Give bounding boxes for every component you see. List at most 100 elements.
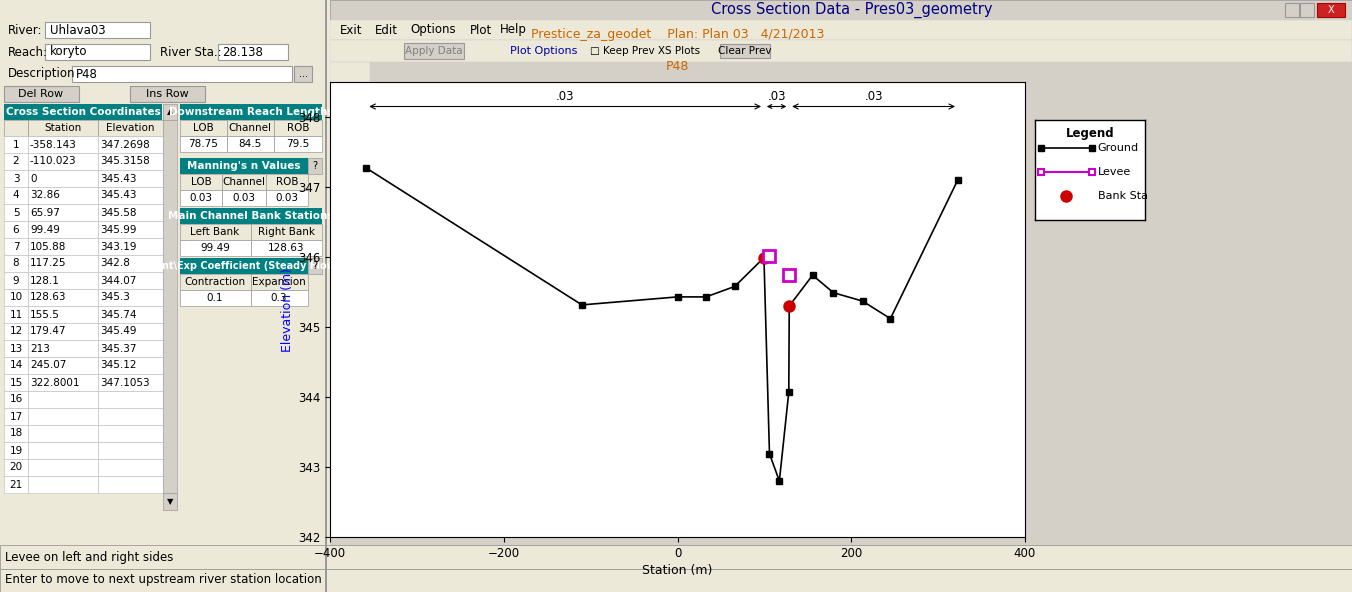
Text: Prestice_za_geodet    Plan: Plan 03   4/21/2013: Prestice_za_geodet Plan: Plan 03 4/21/20…: [531, 28, 825, 41]
Bar: [266, 190, 308, 206]
Text: P48: P48: [665, 60, 690, 73]
Text: 15: 15: [9, 378, 23, 388]
Text: Plot Options: Plot Options: [510, 46, 577, 56]
Bar: [180, 104, 322, 120]
Bar: [72, 66, 292, 82]
Text: Plot: Plot: [470, 24, 492, 37]
Text: 0.03: 0.03: [276, 193, 299, 203]
Text: Enter to move to next upstream river station location: Enter to move to next upstream river sta…: [5, 574, 322, 587]
Bar: [721, 44, 771, 58]
Bar: [218, 44, 288, 60]
Bar: [28, 391, 97, 408]
Bar: [45, 44, 150, 60]
Text: Expansion: Expansion: [251, 277, 306, 287]
Bar: [28, 425, 97, 442]
Bar: [0, 545, 1352, 569]
Bar: [222, 190, 266, 206]
Bar: [28, 238, 97, 255]
Text: 347.2698: 347.2698: [100, 140, 150, 150]
Bar: [97, 221, 164, 238]
Text: 345.37: 345.37: [100, 343, 137, 353]
Text: X: X: [1328, 5, 1334, 15]
Bar: [4, 357, 28, 374]
Text: Channel: Channel: [223, 177, 265, 187]
Bar: [4, 459, 28, 476]
Text: 0.03: 0.03: [189, 193, 212, 203]
Text: 8: 8: [12, 259, 19, 269]
Text: 1: 1: [12, 140, 19, 150]
Text: Del Row: Del Row: [19, 89, 64, 99]
Bar: [0, 569, 1352, 592]
Text: Description: Description: [8, 67, 76, 81]
Bar: [180, 240, 251, 256]
Text: Downstream Reach Lengths: Downstream Reach Lengths: [169, 107, 333, 117]
Text: 13: 13: [9, 343, 23, 353]
Bar: [1301, 3, 1314, 17]
Bar: [4, 238, 28, 255]
X-axis label: Station (m): Station (m): [642, 564, 713, 577]
Text: 19: 19: [9, 446, 23, 455]
Bar: [4, 204, 28, 221]
Text: Cross Section Coordinates: Cross Section Coordinates: [5, 107, 161, 117]
Bar: [4, 104, 162, 120]
Text: 345.3: 345.3: [100, 292, 130, 303]
Text: ...: ...: [299, 69, 307, 79]
Text: ROB: ROB: [287, 123, 310, 133]
Text: Cont\Exp Coefficient (Steady Flow): Cont\Exp Coefficient (Steady Flow): [147, 261, 341, 271]
Bar: [4, 374, 28, 391]
Bar: [97, 170, 164, 187]
Text: 345.99: 345.99: [100, 224, 137, 234]
Text: ?: ?: [312, 261, 318, 271]
Text: 347.1053: 347.1053: [100, 378, 150, 388]
Bar: [180, 274, 251, 290]
Text: 5: 5: [12, 208, 19, 217]
Text: ▲: ▲: [166, 108, 173, 117]
Bar: [28, 289, 97, 306]
Text: P48: P48: [76, 67, 97, 81]
Text: 14: 14: [9, 361, 23, 371]
Bar: [1284, 3, 1299, 17]
Text: 0.1: 0.1: [207, 293, 223, 303]
Text: 65.97: 65.97: [30, 208, 59, 217]
Text: .03: .03: [556, 90, 575, 103]
Bar: [4, 408, 28, 425]
Bar: [4, 272, 28, 289]
Text: Channel: Channel: [228, 123, 272, 133]
Text: 16: 16: [9, 394, 23, 404]
Bar: [274, 120, 322, 136]
Bar: [4, 86, 78, 102]
Bar: [227, 136, 274, 152]
Bar: [266, 174, 308, 190]
Bar: [28, 306, 97, 323]
Text: Right Bank: Right Bank: [257, 227, 315, 237]
Bar: [324, 0, 327, 592]
Text: 20: 20: [9, 462, 23, 472]
Bar: [4, 442, 28, 459]
Bar: [28, 136, 97, 153]
Text: 2: 2: [12, 156, 19, 166]
Bar: [180, 158, 308, 174]
Text: River Sta.:: River Sta.:: [160, 46, 222, 59]
Bar: [97, 255, 164, 272]
Text: Ground: Ground: [1098, 143, 1138, 153]
Bar: [4, 425, 28, 442]
Bar: [28, 153, 97, 170]
Text: 128.63: 128.63: [30, 292, 66, 303]
Bar: [4, 221, 28, 238]
Bar: [97, 476, 164, 493]
Text: 99.49: 99.49: [200, 243, 230, 253]
Text: 345.12: 345.12: [100, 361, 137, 371]
Bar: [97, 136, 164, 153]
Text: Main Channel Bank Stations: Main Channel Bank Stations: [168, 211, 334, 221]
Bar: [4, 323, 28, 340]
Bar: [45, 22, 150, 38]
Text: 155.5: 155.5: [30, 310, 59, 320]
Bar: [251, 274, 308, 290]
Bar: [330, 62, 370, 82]
Text: River:: River:: [8, 24, 42, 37]
Text: Cross Section Data - Pres03_geometry: Cross Section Data - Pres03_geometry: [711, 2, 992, 18]
Text: LOB: LOB: [191, 177, 211, 187]
Bar: [227, 120, 274, 136]
Bar: [180, 290, 251, 306]
Text: 0.03: 0.03: [233, 193, 256, 203]
